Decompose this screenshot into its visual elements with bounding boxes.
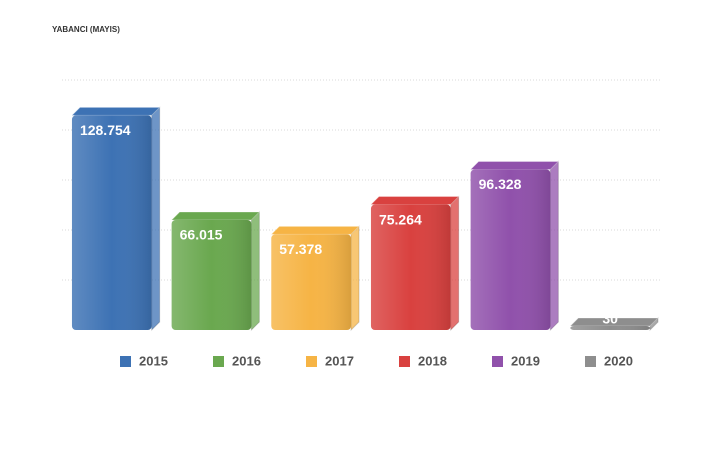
- legend-label: 2019: [511, 353, 540, 368]
- legend-label: 2017: [325, 353, 354, 368]
- value-label: 30: [602, 311, 618, 327]
- bar-top: [170, 211, 261, 221]
- value-label: 75.264: [379, 211, 422, 227]
- value-label: 96.328: [479, 176, 522, 192]
- value-label: 128.754: [80, 122, 131, 138]
- legend-swatch: [492, 356, 503, 367]
- bar-side: [250, 210, 260, 332]
- bar-shine: [271, 234, 352, 330]
- legend-swatch: [585, 356, 596, 367]
- bar-shine: [570, 326, 651, 330]
- bar-shine: [71, 115, 152, 330]
- legend-swatch: [399, 356, 410, 367]
- chart-title: YABANCI (MAYIS): [52, 25, 120, 34]
- bar-top: [469, 160, 560, 170]
- legend-swatch: [306, 356, 317, 367]
- bar-side: [549, 160, 559, 332]
- bar-side: [450, 195, 460, 332]
- legend-label: 2020: [604, 353, 633, 368]
- legend-swatch: [213, 356, 224, 367]
- bar-side: [350, 225, 360, 332]
- bar-top: [270, 225, 361, 235]
- bar-top: [369, 196, 460, 206]
- bar-shine: [171, 219, 252, 330]
- value-label: 66.015: [180, 227, 223, 243]
- bar-shine: [370, 204, 451, 330]
- value-label: 57.378: [279, 241, 322, 257]
- bar-side: [151, 106, 161, 332]
- bar-top: [70, 106, 161, 116]
- legend-label: 2015: [139, 353, 168, 368]
- legend-label: 2016: [232, 353, 261, 368]
- bar-shine: [470, 169, 551, 330]
- legend-swatch: [120, 356, 131, 367]
- legend-label: 2018: [418, 353, 447, 368]
